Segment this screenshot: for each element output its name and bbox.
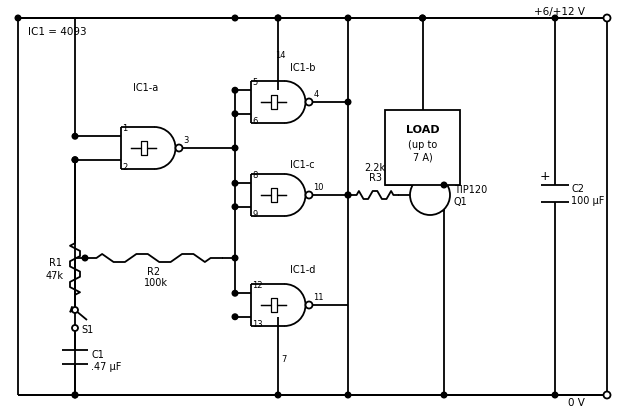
Circle shape [441, 392, 447, 398]
Circle shape [420, 15, 425, 21]
Circle shape [345, 192, 351, 198]
Circle shape [72, 157, 78, 163]
Text: TIP120: TIP120 [454, 185, 488, 195]
Text: 10: 10 [314, 183, 324, 192]
Text: (up to: (up to [408, 140, 437, 150]
Circle shape [72, 325, 78, 331]
Circle shape [176, 145, 182, 152]
Circle shape [232, 15, 238, 21]
Text: 6: 6 [253, 117, 258, 126]
Text: 2.2k: 2.2k [364, 163, 386, 173]
Circle shape [604, 392, 611, 399]
Text: IC1-d: IC1-d [290, 265, 316, 275]
Text: 11: 11 [314, 293, 324, 302]
Circle shape [275, 15, 281, 21]
Circle shape [72, 133, 78, 139]
Bar [385, 110, 460, 185]
Circle shape [604, 14, 611, 21]
Text: 14: 14 [275, 50, 286, 59]
Circle shape [72, 157, 78, 163]
Circle shape [552, 392, 558, 398]
Circle shape [441, 182, 447, 188]
Circle shape [72, 307, 78, 313]
Text: 100k: 100k [144, 278, 168, 288]
Circle shape [232, 145, 238, 151]
Text: 7 A): 7 A) [412, 153, 432, 163]
Text: 13: 13 [253, 320, 263, 329]
Text: IC1-a: IC1-a [133, 83, 158, 93]
Text: IC1-b: IC1-b [290, 63, 316, 73]
Text: 2: 2 [122, 163, 127, 172]
Circle shape [345, 15, 351, 21]
Text: C1: C1 [91, 350, 104, 360]
Text: R1: R1 [49, 258, 61, 268]
Text: S1: S1 [81, 325, 93, 335]
Circle shape [72, 392, 78, 398]
Text: 8: 8 [253, 171, 258, 180]
Circle shape [410, 175, 450, 215]
Circle shape [232, 290, 238, 296]
Circle shape [345, 99, 351, 105]
Text: R2: R2 [147, 267, 160, 277]
Circle shape [275, 392, 281, 398]
Circle shape [232, 255, 238, 261]
Circle shape [420, 15, 425, 21]
Text: IC1-c: IC1-c [290, 160, 314, 170]
Circle shape [82, 255, 88, 261]
Circle shape [552, 15, 558, 21]
Text: +6/+12 V: +6/+12 V [534, 7, 585, 17]
Text: LOAD: LOAD [406, 125, 439, 135]
Text: IC1 = 4093: IC1 = 4093 [28, 27, 87, 37]
Circle shape [232, 314, 238, 320]
Text: C2: C2 [571, 184, 584, 194]
Text: R3: R3 [369, 173, 381, 183]
Circle shape [306, 98, 312, 105]
Circle shape [232, 111, 238, 116]
Text: 5: 5 [253, 78, 258, 87]
Text: 47k: 47k [46, 271, 64, 281]
Circle shape [345, 392, 351, 398]
Text: 100 μF: 100 μF [571, 196, 604, 206]
Circle shape [15, 15, 21, 21]
Circle shape [306, 192, 312, 199]
Text: .47 μF: .47 μF [91, 362, 121, 372]
Circle shape [275, 15, 281, 21]
Text: 7: 7 [281, 356, 286, 365]
Circle shape [232, 204, 238, 209]
Text: Q1: Q1 [454, 197, 468, 207]
Circle shape [345, 192, 351, 198]
Text: 4: 4 [314, 90, 319, 99]
Circle shape [72, 392, 78, 398]
Circle shape [232, 180, 238, 186]
Circle shape [306, 301, 312, 309]
Text: 9: 9 [253, 210, 258, 219]
Text: 3: 3 [184, 136, 189, 145]
Circle shape [232, 88, 238, 93]
Text: 1: 1 [122, 124, 127, 133]
Text: +: + [540, 169, 551, 183]
Text: 0 V: 0 V [568, 398, 585, 408]
Text: 12: 12 [253, 281, 263, 290]
